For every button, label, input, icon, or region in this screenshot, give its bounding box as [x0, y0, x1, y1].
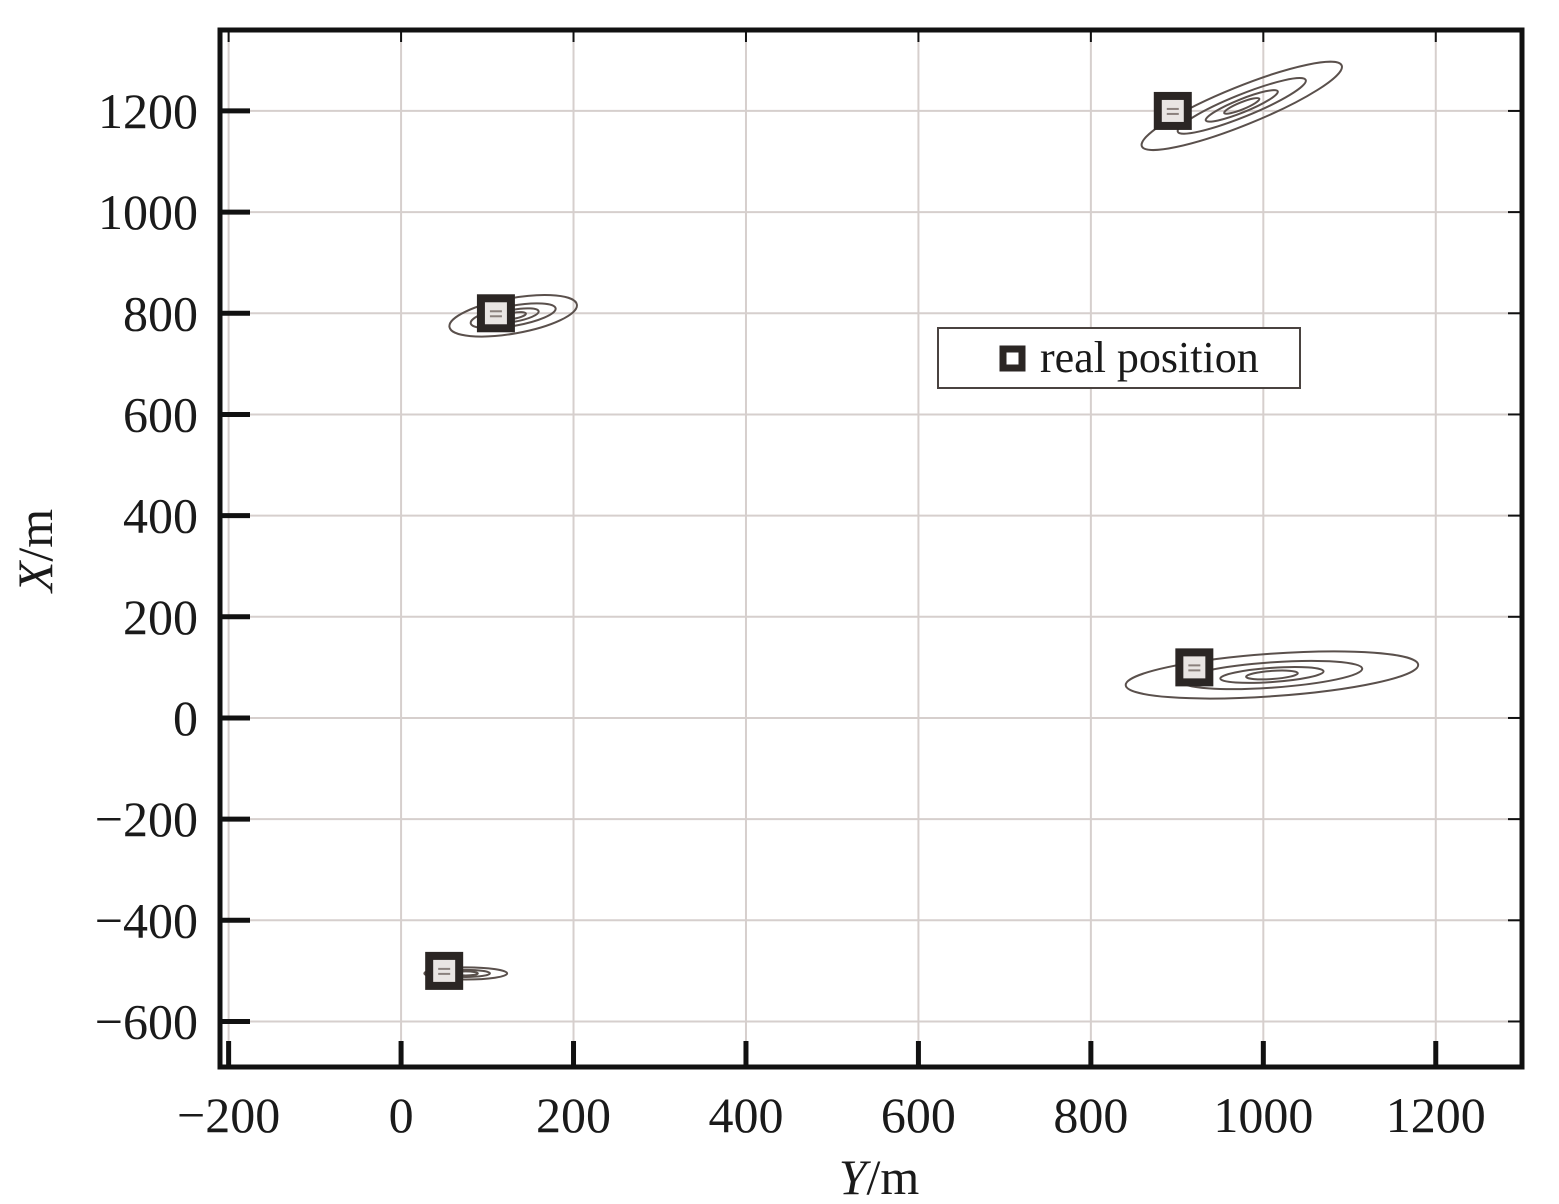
y-tick-label: −200 [95, 791, 198, 847]
x-axis-label-var: Y [839, 1149, 872, 1204]
data-point [476, 294, 515, 333]
y-axis-label-unit: /m [7, 509, 63, 562]
y-axis-label-var: X [7, 559, 63, 594]
marker-square [425, 951, 464, 990]
plot-frame [217, 27, 1525, 1070]
contour-ring [1204, 89, 1279, 123]
contour-ring [1219, 666, 1325, 684]
x-tick-label: 1000 [1213, 1087, 1313, 1143]
legend-box [937, 327, 1301, 389]
x-tick-label: 800 [1053, 1087, 1128, 1143]
axis-ticks [220, 30, 1522, 1067]
contour-ring [1140, 60, 1343, 152]
legend-marker-square [999, 345, 1026, 372]
y-tick-labels: −600 −400 −200 0 200 400 600 800 1000 1200 [95, 83, 198, 1050]
x-tick-label: 400 [708, 1087, 783, 1143]
y-tick-label: −600 [95, 993, 198, 1049]
legend-label: real position [1040, 333, 1259, 382]
x-axis-label: Y/m [839, 1149, 920, 1204]
y-tick-label: 0 [173, 690, 198, 746]
y-tick-label: 800 [123, 285, 198, 341]
data-point [1153, 91, 1192, 130]
y-axis-label: X/m [7, 509, 63, 594]
marker-square [1175, 648, 1214, 687]
contour-ring [1124, 650, 1420, 700]
y-tick-label: 1200 [98, 83, 198, 139]
data-point [1175, 648, 1214, 687]
contour-ring [1176, 77, 1307, 135]
data-point [425, 951, 464, 990]
contour-ring [1223, 97, 1261, 115]
x-tick-label: 0 [389, 1087, 414, 1143]
y-tick-label: 400 [123, 488, 198, 544]
x-tick-label: −200 [177, 1087, 280, 1143]
contour-ring [423, 966, 509, 981]
legend: real position [937, 327, 1301, 389]
marker-layer [425, 91, 1214, 990]
y-tick-label: −400 [95, 892, 198, 948]
x-tick-label: 600 [881, 1087, 956, 1143]
x-axis-label-unit: /m [867, 1149, 920, 1204]
x-tick-label: 1200 [1386, 1087, 1486, 1143]
x-tick-label: 200 [536, 1087, 611, 1143]
y-tick-label: 1000 [98, 184, 198, 240]
contour-ring [1245, 669, 1299, 681]
grid-lines [220, 30, 1522, 1067]
x-tick-labels: −200 0 200 400 600 800 1000 1200 [177, 1087, 1486, 1143]
marker-square [1153, 91, 1192, 130]
marker-square [476, 294, 515, 333]
y-tick-label: 600 [123, 386, 198, 442]
y-tick-label: 200 [123, 589, 198, 645]
